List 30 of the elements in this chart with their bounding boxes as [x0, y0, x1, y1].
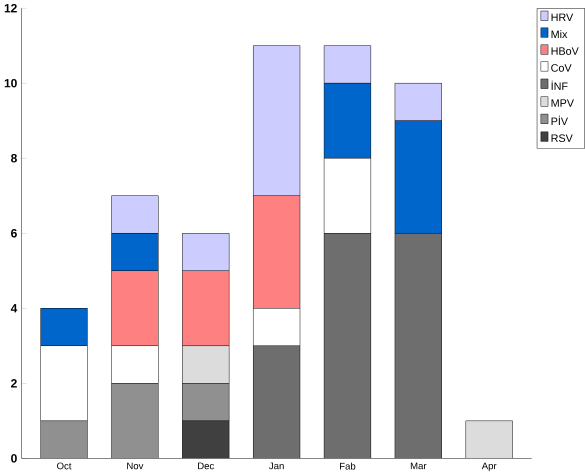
legend-label: İNF	[552, 80, 568, 90]
bar	[182, 383, 230, 422]
x-tick-label: Mar	[410, 462, 426, 470]
y-tick-label: 4	[10, 304, 18, 312]
legend-label: CoV	[551, 64, 572, 72]
legend-label: HBoV	[552, 47, 579, 55]
bar	[182, 345, 230, 384]
legend-label: HRV	[552, 14, 574, 21]
legend-label: RSV	[552, 134, 573, 142]
legend-label: Mix	[552, 30, 568, 38]
y-tick-label: 6	[11, 228, 17, 238]
bar	[40, 420, 88, 458]
x-tick-label: Dec	[198, 462, 214, 470]
y-tick-label: 10	[4, 78, 17, 88]
x-tick-label: Jan	[269, 462, 284, 470]
y-tick-label: 8	[11, 154, 17, 162]
x-tick-label: Oct	[57, 462, 72, 470]
bar	[466, 420, 513, 458]
x-tick-label: Nov	[127, 462, 144, 470]
y-tick-label: 2	[11, 379, 17, 388]
legend-label: MPV	[552, 99, 574, 107]
y-tick-label: 0	[11, 454, 17, 463]
x-tick-label: Apr	[482, 462, 496, 472]
bar	[394, 232, 442, 458]
bar	[253, 346, 300, 458]
legend-label: PİV	[552, 116, 568, 125]
y-tick-label: 12	[4, 4, 17, 12]
x-tick-label: Fab	[340, 462, 356, 470]
bar	[324, 233, 371, 458]
bar	[112, 383, 158, 458]
